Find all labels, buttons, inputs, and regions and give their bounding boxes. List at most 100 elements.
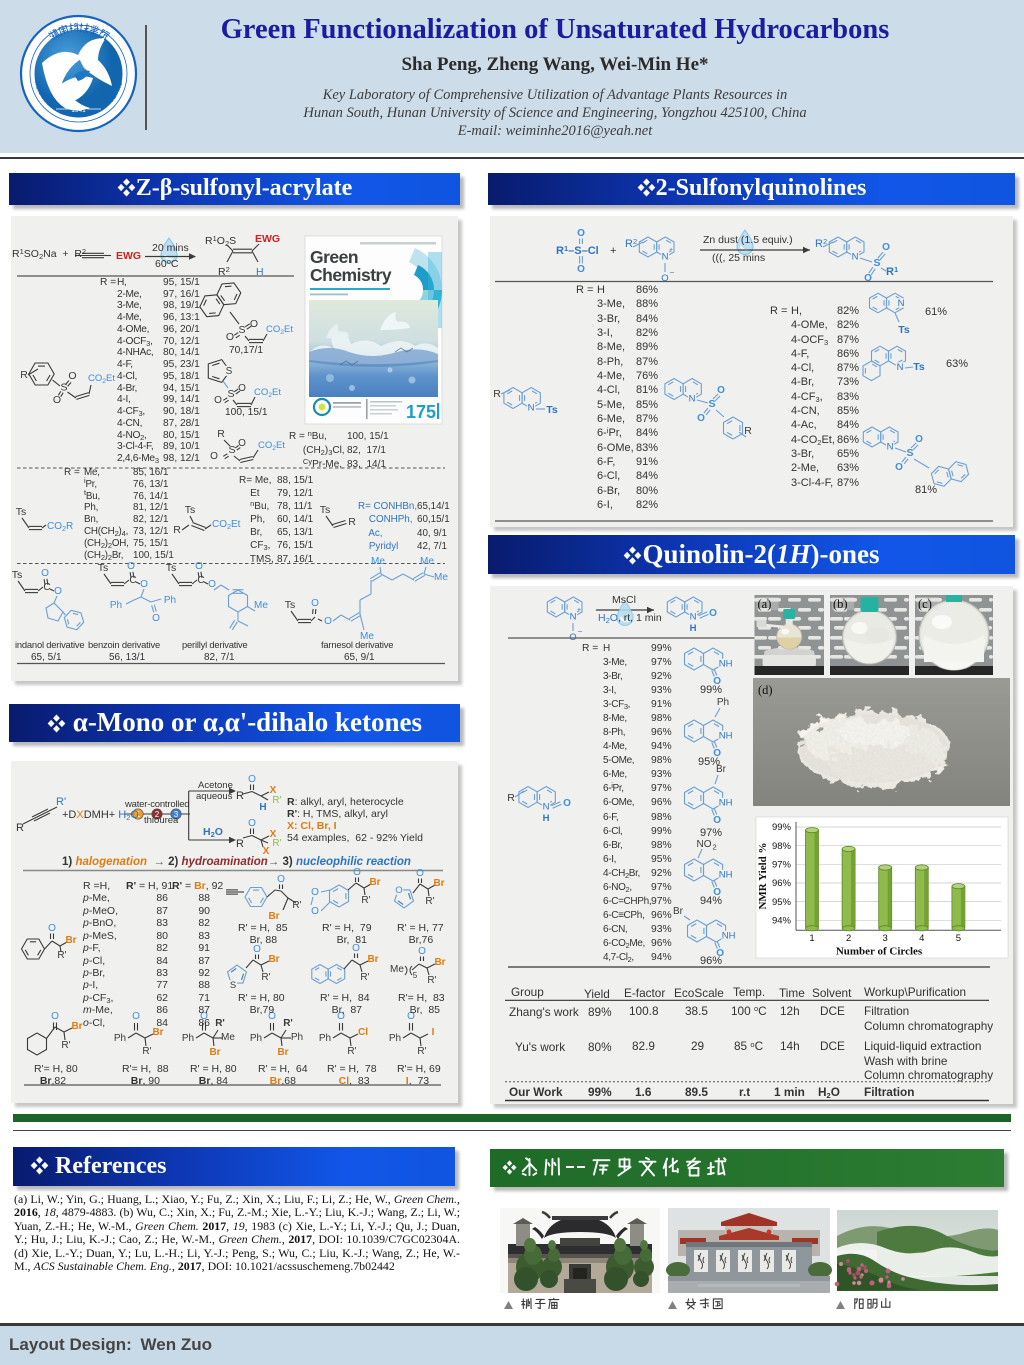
svg-text:O: O	[661, 273, 668, 284]
svg-text:Ph: Ph	[250, 1033, 262, 1044]
svg-text:R: R	[493, 388, 501, 400]
svg-text:S: S	[873, 257, 880, 269]
svg-text:Ts: Ts	[12, 569, 23, 581]
svg-text:Br: Br	[433, 878, 444, 889]
svg-text:2: 2	[155, 810, 160, 819]
svg-text:O: O	[882, 242, 890, 253]
svg-text:O: O	[127, 561, 135, 572]
svg-text:R': R'	[61, 1040, 70, 1051]
svg-text:R': R'	[215, 1018, 225, 1029]
svg-text:S: S	[228, 444, 235, 456]
svg-text:1: 1	[809, 933, 814, 944]
svg-text:Ts: Ts	[166, 562, 177, 574]
svg-text:R: R	[507, 792, 515, 804]
svg-text:Ts: Ts	[16, 506, 27, 518]
svg-text:3: 3	[174, 810, 179, 819]
svg-text:R': R'	[142, 1046, 151, 1057]
svg-text:O: O	[716, 948, 724, 959]
svg-text:I: I	[432, 1027, 435, 1038]
svg-text:O: O	[48, 923, 56, 934]
svg-text:(d): (d)	[758, 683, 773, 697]
svg-text:O: O	[311, 887, 319, 898]
svg-text:2: 2	[846, 933, 851, 944]
svg-text:NH: NH	[719, 870, 733, 881]
svg-text:R: R	[20, 369, 28, 381]
svg-text:Br: Br	[268, 911, 279, 922]
svg-text:O: O	[717, 385, 725, 396]
svg-text:O: O	[248, 774, 256, 785]
svg-text:O: O	[895, 462, 903, 473]
svg-text:94%: 94%	[772, 916, 792, 927]
svg-text:Ph: Ph	[110, 600, 122, 611]
svg-text:Br: Br	[434, 957, 445, 968]
svg-text:97%: 97%	[772, 860, 792, 871]
svg-text:O: O	[152, 613, 160, 624]
svg-text:O: O	[713, 748, 721, 759]
svg-text:R': R'	[283, 1018, 293, 1029]
svg-text:5: 5	[956, 933, 961, 944]
svg-text:O: O	[353, 867, 361, 878]
svg-text:O: O	[268, 1011, 276, 1022]
svg-text:O: O	[214, 395, 222, 406]
svg-text:R': R'	[292, 900, 301, 911]
svg-text:Ph: Ph	[389, 1033, 401, 1044]
svg-text:X: X	[270, 785, 277, 796]
svg-text:C: C	[43, 582, 50, 593]
svg-text:R': R'	[425, 896, 434, 907]
svg-text:CO2Et: CO2Et	[88, 373, 115, 385]
svg-text:R': R'	[361, 895, 370, 906]
svg-text:O: O	[68, 370, 76, 382]
svg-text:N: N	[887, 442, 894, 453]
svg-text:95%: 95%	[772, 897, 792, 908]
svg-text:H: H	[259, 802, 266, 813]
svg-text:Ts: Ts	[98, 562, 109, 574]
svg-text:N: N	[689, 394, 696, 405]
svg-text:O: O	[311, 598, 319, 609]
svg-text:O: O	[53, 394, 61, 406]
svg-text:Ph: Ph	[182, 1033, 194, 1044]
svg-text:Br: Br	[277, 1047, 288, 1058]
svg-text:+: +	[577, 607, 581, 614]
svg-text:−: −	[670, 268, 675, 277]
svg-text:(c): (c)	[918, 597, 932, 611]
svg-text:N: N	[897, 362, 904, 373]
svg-text:(b): (b)	[833, 597, 848, 611]
svg-text:N: N	[690, 612, 697, 623]
svg-text:Ts: Ts	[185, 504, 196, 516]
svg-text:O: O	[697, 413, 705, 424]
svg-text:Ph: Ph	[291, 1032, 303, 1043]
svg-text:Number of Circles: Number of Circles	[836, 946, 923, 958]
svg-text:CO2Et: CO2Et	[254, 387, 281, 399]
svg-text:R: R	[744, 425, 752, 437]
svg-text:O: O	[210, 451, 218, 462]
svg-text:O: O	[51, 1011, 59, 1022]
svg-text:+: +	[669, 247, 673, 254]
svg-text:O: O	[418, 946, 426, 957]
svg-text:O: O	[195, 561, 203, 572]
svg-text:(a): (a)	[758, 597, 772, 611]
svg-text:H: H	[543, 813, 550, 824]
svg-text:O: O	[713, 887, 721, 898]
svg-text:Me: Me	[360, 631, 374, 642]
svg-text:R': R'	[57, 950, 66, 961]
svg-text:2: 2	[713, 843, 717, 852]
svg-text:S: S	[60, 382, 67, 394]
svg-text:R': R'	[417, 1046, 426, 1057]
svg-text:S: S	[906, 447, 913, 459]
svg-text:O: O	[238, 383, 246, 394]
svg-text:−: −	[578, 627, 583, 636]
svg-text:C: C	[129, 575, 136, 586]
svg-text:O: O	[337, 1011, 345, 1022]
svg-text:O: O	[226, 331, 234, 343]
svg-text:98%: 98%	[772, 841, 792, 852]
svg-text:O: O	[277, 874, 285, 885]
svg-text:R': R'	[347, 1046, 356, 1057]
svg-text:R': R'	[272, 795, 281, 806]
svg-text:Br: Br	[716, 764, 727, 775]
svg-text:Me: Me	[221, 1032, 235, 1043]
svg-text:O: O	[54, 586, 62, 597]
svg-text:4: 4	[919, 933, 924, 944]
svg-text:N: N	[570, 612, 577, 623]
svg-text:Br: Br	[152, 1027, 163, 1038]
svg-text:Br: Br	[369, 877, 380, 888]
